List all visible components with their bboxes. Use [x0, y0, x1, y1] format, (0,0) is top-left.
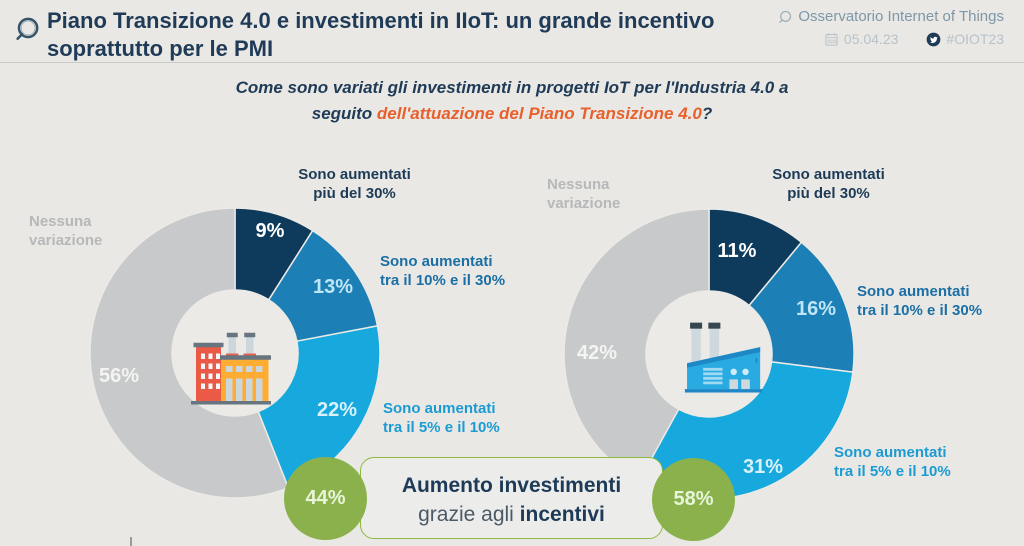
svg-text:31%: 31% [743, 456, 783, 478]
svg-text:11%: 11% [718, 240, 757, 262]
svg-text:22%: 22% [317, 399, 357, 421]
svg-text:16%: 16% [796, 298, 836, 320]
svg-text:42%: 42% [577, 342, 617, 364]
svg-text:56%: 56% [99, 365, 139, 387]
svg-text:13%: 13% [313, 276, 353, 298]
svg-text:9%: 9% [256, 220, 285, 242]
